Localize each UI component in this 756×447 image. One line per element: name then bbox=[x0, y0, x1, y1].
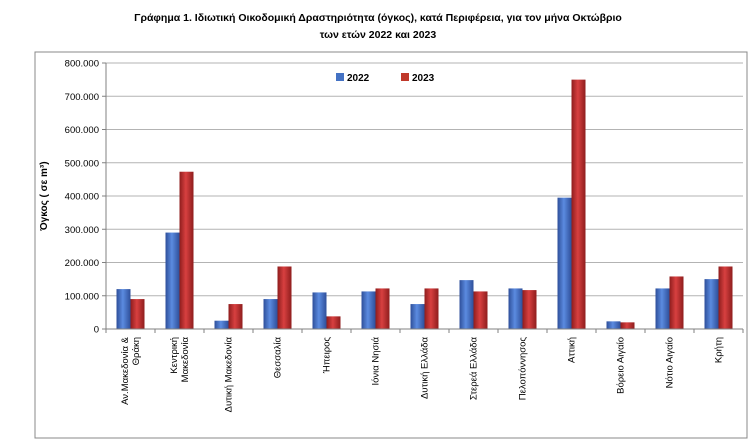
bar-2023 bbox=[130, 299, 145, 329]
bar-2023 bbox=[669, 276, 684, 329]
y-tick-label: 400.000 bbox=[65, 192, 99, 203]
y-tick-label: 200.000 bbox=[65, 258, 99, 269]
y-tick-label: 100.000 bbox=[65, 291, 99, 302]
x-tick-label: Δυτική Ελλάδα bbox=[420, 336, 431, 399]
x-tick-label: Ιόνια Νησιά bbox=[371, 336, 382, 385]
bar-2023 bbox=[179, 171, 194, 329]
x-tick-label: Θεσσαλία bbox=[273, 336, 284, 378]
legend-swatch-2022 bbox=[336, 73, 344, 81]
bar-2023 bbox=[620, 322, 635, 329]
chart-title: Γράφημα 1. Ιδιωτική Οικοδομική Δραστηριό… bbox=[0, 10, 756, 44]
x-tick-label: Αττική bbox=[567, 337, 578, 363]
legend-label-2023: 2023 bbox=[412, 73, 435, 84]
x-tick-label: Νότιο Αιγαίο bbox=[665, 337, 676, 388]
bar-2023 bbox=[375, 288, 390, 329]
y-tick-label: 600.000 bbox=[65, 125, 99, 136]
legend-label-2022: 2022 bbox=[347, 73, 370, 84]
x-tick-label: Στερεά Ελλάδα bbox=[469, 337, 480, 401]
bar-2022 bbox=[165, 232, 180, 329]
bar-2023 bbox=[718, 266, 733, 329]
y-tick-label: 300.000 bbox=[65, 225, 99, 236]
x-tick-label: Πελοπόννησος bbox=[518, 337, 529, 401]
bar-2022 bbox=[312, 292, 327, 329]
bar-2022 bbox=[410, 304, 425, 329]
bar-2022 bbox=[116, 289, 131, 329]
bar-2023 bbox=[571, 79, 586, 329]
bar-2023 bbox=[522, 290, 537, 329]
bar-2022 bbox=[606, 321, 621, 329]
bar-2023 bbox=[424, 288, 439, 329]
bar-2022 bbox=[263, 299, 278, 329]
bar-2022 bbox=[508, 288, 523, 329]
bar-2022 bbox=[655, 288, 670, 329]
bar-2022 bbox=[704, 279, 719, 329]
y-tick-label: 800.000 bbox=[65, 59, 99, 70]
x-tick-label: Δυτική Μακεδονία bbox=[224, 337, 235, 413]
bar-2023 bbox=[228, 304, 243, 329]
legend-swatch-2023 bbox=[401, 73, 409, 81]
x-tick-label: Κρήτη bbox=[714, 337, 725, 363]
bar-2022 bbox=[214, 320, 229, 329]
x-tick-label: Βόρειο Αιγαίο bbox=[616, 337, 627, 394]
x-tick-label: Ήπειρος bbox=[322, 337, 333, 375]
x-tick-label: ΚεντρικήΜακεδονία bbox=[169, 337, 191, 383]
bar-2022 bbox=[459, 280, 474, 329]
bar-2023 bbox=[473, 291, 488, 329]
chart-frame bbox=[34, 51, 748, 439]
y-axis-label: Όγκος ( σε m³) bbox=[39, 161, 50, 231]
bar-2022 bbox=[361, 291, 376, 329]
chart-title-line-2: των ετών 2022 και 2023 bbox=[319, 29, 437, 41]
y-tick-label: 500.000 bbox=[65, 158, 99, 169]
x-tick-label: Αν.Μακεδονία &Θράκη bbox=[120, 336, 142, 405]
chart-title-line-1: Γράφημα 1. Ιδιωτική Οικοδομική Δραστηριό… bbox=[134, 12, 622, 24]
y-tick-label: 700.000 bbox=[65, 92, 99, 103]
bar-2023 bbox=[277, 266, 292, 329]
bar-2023 bbox=[326, 316, 341, 329]
bar-2022 bbox=[557, 197, 572, 329]
y-tick-label: 0 bbox=[94, 325, 99, 336]
